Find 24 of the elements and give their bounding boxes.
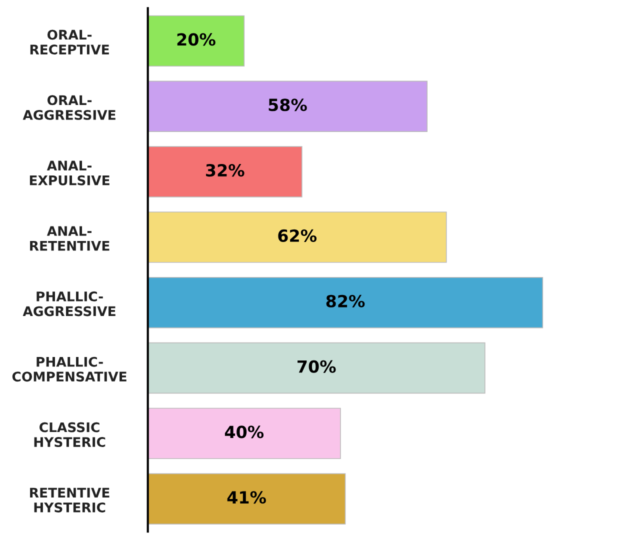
bar [148, 342, 486, 394]
data-label: 41% [227, 491, 266, 504]
bar [148, 473, 346, 524]
y-tick-label: PHALLIC- AGGRESSIVE [22, 291, 116, 316]
data-label: 82% [326, 294, 365, 308]
y-tick-label: ORAL- RECEPTIVE [30, 30, 109, 55]
y-tick-label: ANAL- RETENTIVE [30, 226, 110, 251]
y-tick-label: RETENTIVE HYSTERIC [30, 488, 110, 512]
bar [148, 408, 341, 460]
data-label: 58% [268, 98, 307, 112]
data-label: 40% [224, 426, 264, 438]
y-tick-label: PHALLIC- COMPENSATIVE [12, 356, 126, 382]
y-tick-label: CLASSIC HYSTERIC [34, 422, 106, 448]
y-tick-label: ANAL- EXPULSIVE [30, 160, 110, 186]
data-label: 32% [206, 164, 244, 177]
y-tick-label: ORAL- AGGRESSIVE [22, 95, 116, 120]
bar [148, 276, 544, 328]
data-label: 20% [177, 33, 216, 46]
bar [148, 146, 302, 198]
bar [148, 212, 447, 263]
data-label: 70% [298, 360, 336, 373]
data-label: 62% [278, 229, 317, 242]
bar [148, 80, 428, 132]
bar [148, 15, 245, 67]
